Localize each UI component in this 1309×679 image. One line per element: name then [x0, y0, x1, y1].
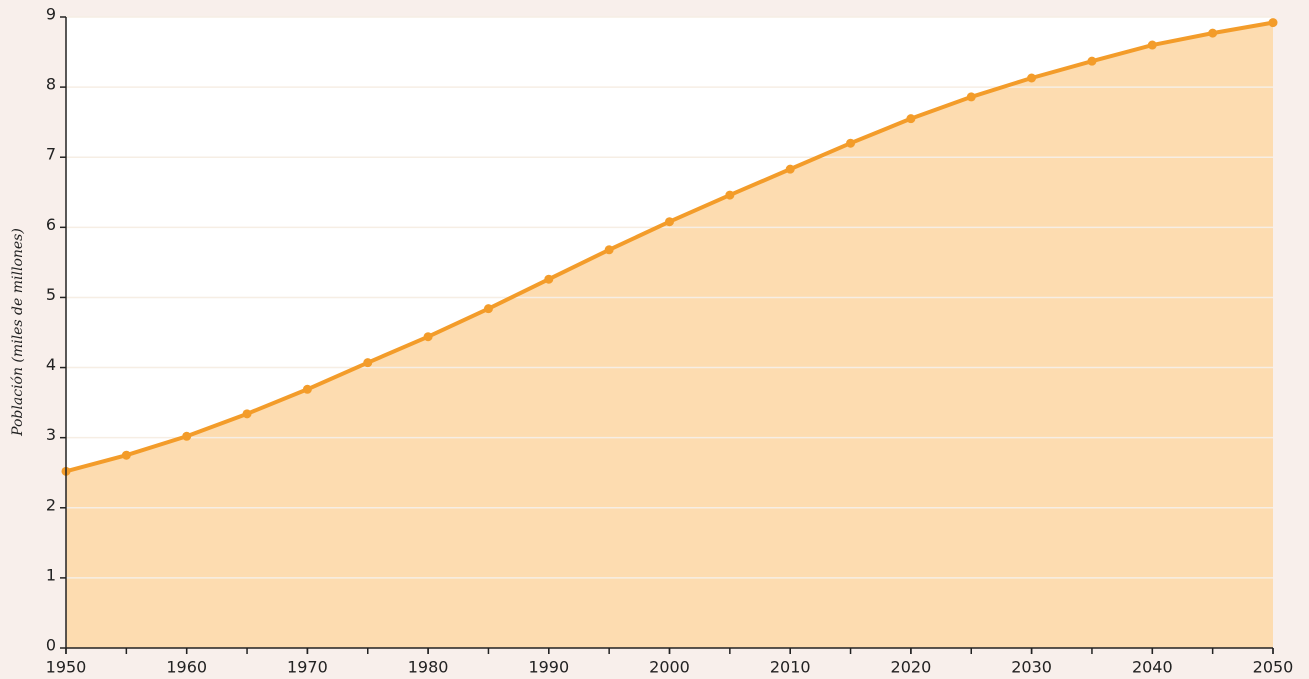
marker [1208, 28, 1218, 38]
y-tick-label: 1 [46, 565, 56, 584]
x-tick-label: 1990 [528, 658, 569, 677]
marker [1027, 73, 1037, 83]
x-tick-label: 1970 [287, 658, 328, 677]
marker [242, 409, 252, 419]
x-tick-label: 2050 [1253, 658, 1294, 677]
y-tick-label: 7 [46, 145, 56, 164]
marker [182, 431, 192, 441]
marker [1087, 56, 1097, 66]
marker [544, 274, 554, 284]
x-tick-label: 2040 [1132, 658, 1173, 677]
x-tick-label: 2030 [1011, 658, 1052, 677]
y-tick-label: 0 [46, 636, 56, 655]
y-tick-label: 9 [46, 5, 56, 24]
marker [966, 92, 976, 102]
y-tick-label: 4 [46, 355, 56, 374]
y-tick-label: 8 [46, 75, 56, 94]
x-tick-label: 1980 [408, 658, 449, 677]
marker [363, 358, 373, 368]
x-tick-label: 1960 [166, 658, 207, 677]
y-tick-label: 5 [46, 285, 56, 304]
marker [785, 164, 795, 174]
marker [604, 245, 614, 255]
marker [302, 384, 312, 394]
marker [665, 217, 674, 227]
x-tick-label: 2020 [891, 658, 932, 677]
marker [906, 114, 916, 124]
marker [121, 450, 131, 460]
marker [1268, 18, 1278, 28]
area-fill [66, 22, 1273, 649]
marker [1147, 40, 1157, 50]
marker [483, 304, 493, 314]
marker [423, 332, 433, 342]
y-tick-label: 3 [46, 425, 56, 444]
marker [725, 190, 735, 200]
y-axis-label: Población (miles de millones) [10, 228, 26, 437]
x-tick-label: 1950 [46, 658, 87, 677]
y-tick-label: 6 [46, 215, 56, 234]
y-tick-label: 2 [46, 495, 56, 514]
x-tick-label: 2000 [649, 658, 690, 677]
marker [846, 138, 856, 148]
x-tick-label: 2010 [770, 658, 811, 677]
